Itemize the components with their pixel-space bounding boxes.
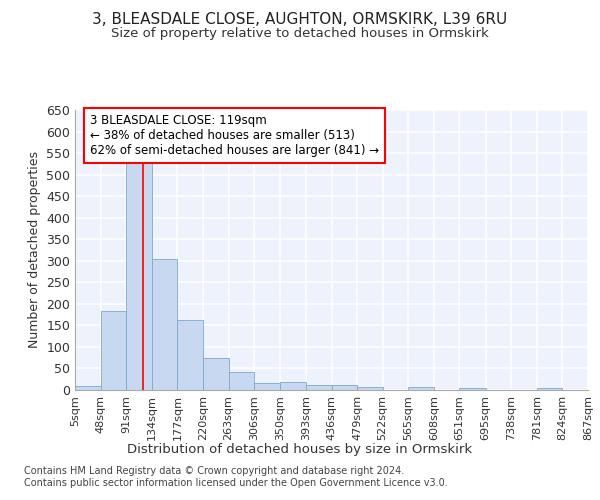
Y-axis label: Number of detached properties: Number of detached properties: [28, 152, 41, 348]
Bar: [460, 388, 485, 390]
Text: Contains HM Land Registry data © Crown copyright and database right 2024.: Contains HM Land Registry data © Crown c…: [24, 466, 404, 476]
Bar: [537, 388, 562, 390]
Text: Contains public sector information licensed under the Open Government Licence v3: Contains public sector information licen…: [24, 478, 448, 488]
Bar: [203, 358, 229, 390]
Text: 3, BLEASDALE CLOSE, AUGHTON, ORMSKIRK, L39 6RU: 3, BLEASDALE CLOSE, AUGHTON, ORMSKIRK, L…: [92, 12, 508, 28]
Bar: [357, 386, 383, 390]
Bar: [280, 382, 306, 390]
Bar: [75, 386, 101, 390]
Bar: [229, 372, 254, 390]
Bar: [331, 386, 357, 390]
Text: Distribution of detached houses by size in Ormskirk: Distribution of detached houses by size …: [127, 442, 473, 456]
Bar: [306, 386, 331, 390]
Bar: [178, 320, 203, 390]
Text: Size of property relative to detached houses in Ormskirk: Size of property relative to detached ho…: [111, 28, 489, 40]
Bar: [408, 387, 434, 390]
Bar: [254, 382, 280, 390]
Bar: [101, 311, 126, 390]
Text: 3 BLEASDALE CLOSE: 119sqm
← 38% of detached houses are smaller (513)
62% of semi: 3 BLEASDALE CLOSE: 119sqm ← 38% of detac…: [91, 114, 380, 157]
Bar: [152, 259, 178, 390]
Bar: [126, 160, 152, 390]
